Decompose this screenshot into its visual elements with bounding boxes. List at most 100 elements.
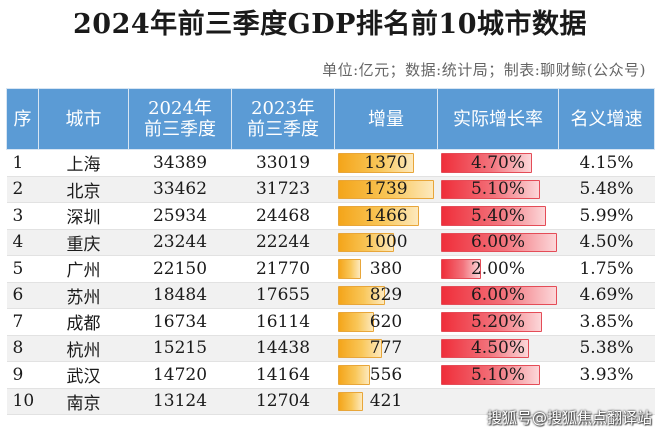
increase-cell: 1466 [334,202,438,230]
city-cell: 深圳 [38,202,129,230]
city-cell: 重庆 [38,229,129,256]
real-growth-value: 5.20% [470,311,525,332]
gdp-2023-cell: 12704 [231,388,335,415]
rank-cell: 4 [6,229,39,256]
increase-value: 620 [369,311,403,332]
increase-cell: 777 [334,335,438,362]
header-increase: 增量 [334,88,438,150]
increase-bar [337,365,370,385]
real-growth-bar [440,338,529,358]
gdp-2024-cell: 14720 [128,361,232,389]
nominal-growth-cell: 5.38% [558,335,655,362]
increase-bar [337,206,419,226]
source-note: 单位:亿元；数据:统计局；制表:聊财鲸(公众号) [322,61,646,79]
increase-value: 1739 [364,179,408,200]
city-cell: 上海 [38,149,129,177]
increase-cell: 380 [334,255,438,283]
real-growth-bar [440,285,557,305]
increase-bar [337,179,434,199]
table-row: 8 杭州 15215 14438 777 4.50% 5.38% [6,335,655,362]
table-header-row: 序 城市 2024年前三季度 2023年前三季度 增量 实际增长率 名义增速 [6,88,655,150]
gdp-2023-cell: 21770 [231,255,335,283]
nominal-growth-cell: 4.50% [558,229,655,256]
increase-bar [337,259,361,279]
table-row: 2 北京 33462 31723 1739 5.10% 5.48% [6,176,655,203]
real-growth-cell: 4.70% [437,149,559,177]
city-cell: 南京 [38,388,129,415]
real-growth-cell: 6.00% [437,282,559,309]
increase-value: 829 [369,285,403,306]
city-cell: 成都 [38,308,129,336]
rank-cell: 8 [6,335,39,362]
city-cell: 北京 [38,176,129,203]
real-growth-value: 2.00% [470,258,525,279]
table-row: 7 成都 16734 16114 620 5.20% 3.85% [6,308,655,336]
real-growth-cell: 6.00% [437,229,559,256]
increase-cell: 1370 [334,149,438,177]
nominal-growth-cell: 5.48% [558,176,655,203]
rank-cell: 1 [6,149,39,177]
table-row: 4 重庆 23244 22244 1000 6.00% 4.50% [6,229,655,256]
city-cell: 杭州 [38,335,129,362]
city-cell: 广州 [38,255,129,283]
increase-bar [337,338,382,358]
nominal-growth-cell: 4.15% [558,149,655,177]
increase-value: 380 [369,258,403,279]
real-growth-bar [440,153,532,173]
header-2023: 2023年前三季度 [231,88,335,150]
gdp-2023-cell: 22244 [231,229,335,256]
real-growth-value: 5.40% [470,205,525,226]
table-row: 5 广州 22150 21770 380 2.00% 1.75% [6,255,655,283]
real-growth-bar [440,365,540,385]
increase-cell: 556 [334,361,438,389]
header-city: 城市 [38,88,129,150]
increase-bar [337,232,394,252]
real-growth-bar [440,259,481,279]
real-growth-cell: 5.10% [437,176,559,203]
rank-cell: 7 [6,308,39,336]
real-growth-cell: 4.50% [437,335,559,362]
increase-value: 777 [369,338,403,359]
gdp-2023-cell: 14438 [231,335,335,362]
gdp-2024-cell: 34389 [128,149,232,177]
gdp-2024-cell: 15215 [128,335,232,362]
real-growth-bar [440,206,546,226]
increase-value: 1370 [364,152,408,173]
nominal-growth-cell [558,388,655,415]
nominal-growth-cell: 5.99% [558,202,655,230]
header-nominal-growth: 名义增速 [558,88,655,150]
rank-cell: 5 [6,255,39,283]
increase-cell: 1000 [334,229,438,256]
increase-bar [337,285,385,305]
real-growth-value: 6.00% [470,232,525,253]
increase-bar [337,391,363,411]
gdp-2024-cell: 16734 [128,308,232,336]
increase-cell: 620 [334,308,438,336]
gdp-2023-cell: 16114 [231,308,335,336]
header-2024: 2024年前三季度 [128,88,232,150]
real-growth-cell: 5.10% [437,361,559,389]
increase-value: 421 [369,391,403,412]
page-title: 2024年前三季度GDP排名前10城市数据 [73,9,587,40]
real-growth-value: 6.00% [470,285,525,306]
table-row: 1 上海 34389 33019 1370 4.70% 4.15% [6,149,655,177]
table-row: 3 深圳 25934 24468 1466 5.40% 5.99% [6,202,655,230]
gdp-table: 序 城市 2024年前三季度 2023年前三季度 增量 实际增长率 名义增速 1… [6,88,655,415]
rank-cell: 6 [6,282,39,309]
increase-cell: 1739 [334,176,438,203]
nominal-growth-cell: 4.69% [558,282,655,309]
gdp-2023-cell: 31723 [231,176,335,203]
real-growth-cell [437,388,559,415]
table-row: 10 南京 13124 12704 421 [6,388,655,415]
header-real-growth: 实际增长率 [437,88,559,150]
nominal-growth-cell: 3.93% [558,361,655,389]
gdp-2023-cell: 24468 [231,202,335,230]
rank-cell: 3 [6,202,39,230]
gdp-2023-cell: 33019 [231,149,335,177]
city-cell: 苏州 [38,282,129,309]
real-growth-value: 4.50% [470,338,525,359]
table-row: 6 苏州 18484 17655 829 6.00% 4.69% [6,282,655,309]
nominal-growth-cell: 3.85% [558,308,655,336]
rank-cell: 9 [6,361,39,389]
rank-cell: 10 [6,388,39,415]
